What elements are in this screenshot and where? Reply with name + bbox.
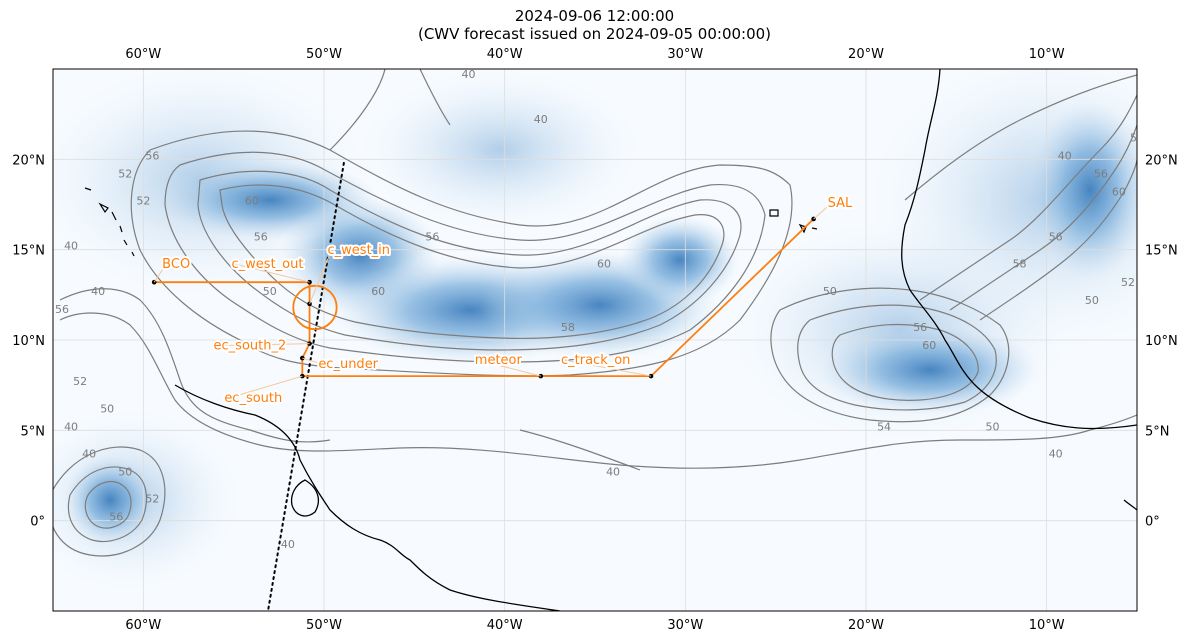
lon-tick-label-bottom: 30°W — [667, 618, 703, 633]
waypoint-label: c_track_on — [561, 353, 630, 368]
waypoint-label: meteor — [475, 353, 523, 368]
contour-label: 56 — [913, 321, 927, 334]
contour-label: 40 — [64, 240, 78, 253]
contour-label: 56 — [55, 303, 69, 316]
waypoint-leader — [217, 343, 310, 347]
waypoint-label: BCO — [162, 257, 190, 272]
lat-tick-label-left: 15°N — [12, 244, 45, 259]
contour-label: 50 — [263, 285, 277, 298]
lat-tick-label-left: 20°N — [12, 153, 45, 168]
lat-tick-label-right: 5°N — [1145, 424, 1170, 439]
contour-label: 60 — [597, 258, 611, 271]
lat-tick-label-right: 0° — [1145, 515, 1160, 530]
contour-label: 50 — [985, 420, 999, 433]
map-title: 2024-09-06 12:00:00 — [514, 7, 675, 25]
waypoint-leader — [309, 249, 333, 305]
map-frame — [52, 68, 1138, 612]
waypoint-label: c_west_in — [328, 243, 391, 258]
waypoint-marker — [538, 373, 544, 379]
lon-tick-label-bottom: 10°W — [1029, 618, 1065, 633]
contour-label: 58 — [1130, 131, 1144, 144]
contour-label: 40 — [606, 466, 620, 479]
contour-label: 52 — [145, 493, 159, 506]
lon-tick-label-top: 50°W — [306, 47, 342, 62]
waypoint-label: ec_south_2 — [214, 339, 287, 354]
lon-tick-label-top: 10°W — [1029, 47, 1065, 62]
lon-tick-label-top: 30°W — [667, 47, 703, 62]
waypoint-marker — [307, 301, 312, 307]
waypoint-marker — [307, 341, 312, 346]
contour-label: 40 — [1049, 447, 1063, 460]
contour-label: 56 — [1094, 167, 1108, 180]
waypoint-label: c_west_out — [232, 257, 304, 272]
waypoint-marker — [307, 279, 312, 285]
satellite-track-line — [266, 161, 345, 611]
contour-label: 40 — [534, 113, 548, 126]
waypoint-leader — [228, 375, 303, 399]
contour-label: 52 — [73, 375, 87, 388]
lon-tick-label-top: 40°W — [487, 47, 523, 62]
contour-label: 52 — [1121, 276, 1135, 289]
cwv-field — [53, 69, 1137, 590]
lat-tick-label-right: 10°N — [1145, 334, 1178, 349]
contour-label: 40 — [1058, 149, 1072, 162]
contour-label: 50 — [100, 402, 114, 415]
waypoints: BCO c_west_out c_west_in ec_south_2 ec_under… — [151, 194, 855, 408]
contour-label: 50 — [118, 466, 132, 479]
map-subtitle: (CWV forecast issued on 2024-09-05 00:00… — [417, 25, 772, 43]
lon-tick-label-top: 20°W — [848, 47, 884, 62]
lon-tick-label-bottom: 40°W — [487, 618, 523, 633]
contour-label: 52 — [136, 195, 150, 208]
contour-label: 56 — [1049, 231, 1063, 244]
contour-label: 40 — [91, 285, 105, 298]
contour-label: 56 — [254, 231, 268, 244]
waypoint-leader — [235, 263, 310, 283]
contour-label: 40 — [281, 538, 295, 551]
waypoint-label: SAL — [828, 196, 853, 211]
contour-label: 58 — [1013, 258, 1027, 271]
contour-label: 54 — [877, 420, 891, 433]
waypoint-label: ec_south — [224, 391, 282, 406]
waypoint-label: ec_under — [318, 357, 378, 372]
lat-tick-label-left: 0° — [30, 515, 45, 530]
waypoint-leader — [813, 202, 832, 220]
contour-label: 58 — [561, 321, 575, 334]
lat-tick-label-right: 20°N — [1145, 153, 1178, 168]
contour-label: 50 — [1085, 294, 1099, 307]
lon-tick-label-bottom: 50°W — [306, 618, 342, 633]
contour-label: 56 — [109, 511, 123, 524]
lon-tick-label-bottom: 20°W — [848, 618, 884, 633]
contour-label: 40 — [82, 447, 96, 460]
waypoint-marker — [648, 373, 654, 379]
contour-label: 60 — [922, 339, 936, 352]
waypoint-leader — [153, 263, 167, 283]
contour-label: 40 — [462, 68, 476, 81]
lon-tick-label-bottom: 60°W — [125, 618, 161, 633]
contour-labels: 40 40 52 56 52 40 40 50 56 60 60 56 58 60 50 56 60 54 50 40… — [55, 68, 1144, 551]
contour-label: 50 — [823, 285, 837, 298]
contour-label: 60 — [1112, 185, 1126, 198]
contour-label: 40 — [64, 420, 78, 433]
lat-tick-label-right: 15°N — [1145, 244, 1178, 259]
contour-label: 60 — [371, 285, 385, 298]
waypoint-leader — [302, 357, 323, 365]
waypoint-leader — [564, 359, 652, 377]
contour-label: 60 — [245, 195, 259, 208]
contour-label: 56 — [145, 149, 159, 162]
cwv-contours — [53, 69, 1137, 557]
coastlines — [174, 69, 1137, 611]
circle-pattern — [292, 284, 338, 331]
axis-ticks: 60°W 60°W 50°W 50°W 40°W 40°W 30°W 30°W 20°W 20°W… — [12, 47, 1178, 633]
lon-tick-label-top: 60°W — [125, 47, 161, 62]
waypoint-leader — [478, 359, 541, 377]
islands — [84, 187, 818, 257]
contour-label: 52 — [118, 167, 132, 180]
lat-tick-label-left: 5°N — [21, 424, 46, 439]
satellite-track — [266, 161, 345, 611]
lat-tick-label-left: 10°N — [12, 334, 45, 349]
contour-label: 56 — [425, 231, 439, 244]
